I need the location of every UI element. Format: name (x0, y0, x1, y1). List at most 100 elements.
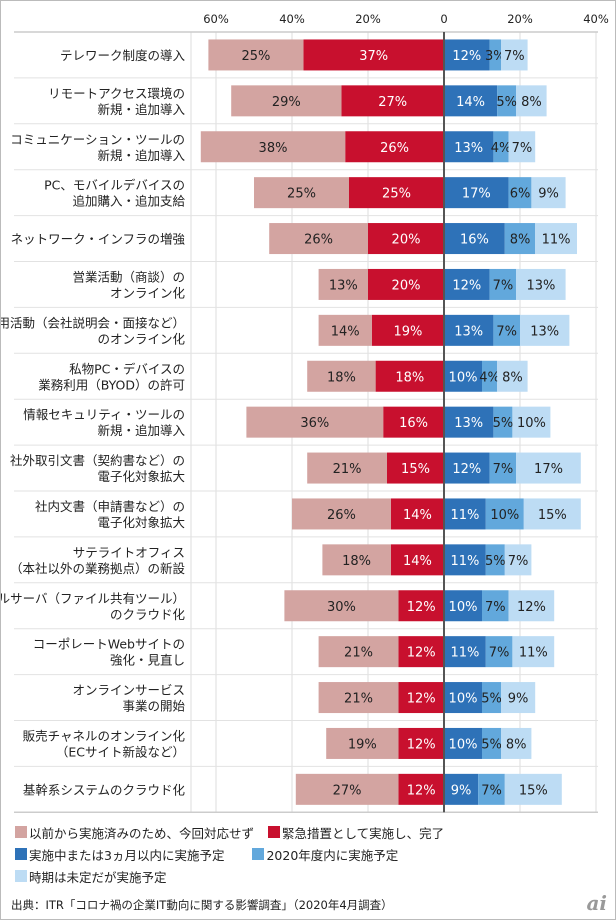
bar-segment (208, 39, 304, 71)
data-label: 25% (241, 49, 270, 64)
bar-segment (482, 590, 509, 622)
axis-tick-label: 40% (583, 12, 609, 26)
data-label: 12% (452, 49, 481, 64)
bar-segment (482, 682, 501, 714)
data-label: 10% (517, 416, 546, 431)
data-label: 25% (382, 187, 411, 202)
data-label: 21% (333, 462, 362, 477)
data-label: 20% (392, 278, 421, 293)
bar-segment (398, 727, 444, 759)
legend-item: 実施中または3ヵ月以内に実施予定 (15, 845, 224, 864)
category-label: のオンライン化 (97, 331, 185, 346)
data-label: 11% (450, 646, 479, 661)
bar-segment (504, 773, 562, 805)
bar-segment (444, 682, 482, 714)
data-label: 12% (407, 783, 436, 798)
data-label: 6% (510, 187, 531, 202)
data-label: 12% (452, 278, 481, 293)
data-label: 26% (380, 141, 409, 156)
bar-segment (390, 544, 444, 576)
data-label: 18% (327, 370, 356, 385)
data-label: 7% (493, 462, 514, 477)
bar-segment (303, 39, 444, 71)
data-label: 26% (304, 233, 333, 248)
category-label: 電子化対象拡大 (97, 469, 185, 484)
data-label: 29% (272, 95, 301, 110)
data-label: 5% (496, 95, 517, 110)
data-label: 18% (395, 370, 424, 385)
data-label: 12% (407, 737, 436, 752)
bar-segment (493, 406, 513, 438)
data-label: 5% (481, 737, 502, 752)
data-label: 11% (519, 646, 548, 661)
bar-segment (398, 590, 444, 622)
data-label: 4% (491, 141, 512, 156)
bar-segment (284, 590, 399, 622)
data-label: 9% (538, 187, 559, 202)
bar-segment (485, 498, 524, 530)
legend-swatch (15, 848, 27, 860)
legend-item: 2020年度内に実施予定 (252, 845, 398, 864)
bar-segment (444, 727, 482, 759)
category-label: 新規・追加導入 (97, 102, 185, 117)
legend-label: 実施中または3ヵ月以内に実施予定 (29, 847, 225, 863)
data-label: 4% (479, 370, 500, 385)
data-label: 11% (450, 554, 479, 569)
bar-segment (493, 314, 520, 346)
data-label: 12% (517, 600, 546, 615)
category-label: ファイルサーバ（ファイル共有ツール） (1, 591, 185, 606)
source-note: 出典：ITR「コロナ禍の企業IT動向に関する影響調査」（2020年4月調査） (11, 898, 393, 912)
bar-segment (307, 360, 376, 392)
legend-swatch (252, 848, 265, 860)
data-label: 13% (454, 416, 483, 431)
category-label: ネットワーク・インフラの増強 (11, 232, 186, 247)
data-label: 10% (490, 508, 519, 523)
data-label: 30% (327, 600, 356, 615)
category-label: （ECサイト新設など） (56, 744, 185, 759)
category-label: 社内文書（申請書など）の (35, 499, 185, 514)
bar-segment (398, 682, 444, 714)
legend-item: 緊急措置として実施し、完了 (268, 823, 444, 842)
axis-tick-label: 0 (440, 12, 447, 26)
data-label: 20% (392, 233, 421, 248)
data-label: 10% (449, 370, 478, 385)
data-label: 10% (449, 692, 478, 707)
data-label: 13% (454, 324, 483, 339)
bar-segment (318, 268, 368, 300)
bar-segment (398, 636, 444, 668)
category-label: 業務利用（BYOD）の許可 (38, 377, 185, 392)
data-label: 21% (344, 646, 373, 661)
legend-swatch (15, 870, 27, 882)
bar-segment (493, 131, 509, 163)
data-label: 7% (489, 646, 510, 661)
data-label: 12% (452, 462, 481, 477)
data-label: 7% (504, 49, 525, 64)
legend-swatch (15, 826, 27, 838)
data-label: 13% (526, 278, 555, 293)
bar-segment (489, 268, 517, 300)
data-label: 16% (399, 416, 428, 431)
legend-swatch (268, 826, 281, 838)
data-label: 15% (538, 508, 567, 523)
bar-segment (383, 406, 444, 438)
category-label: 情報セキュリティ・ツールの (23, 407, 185, 422)
bar-segment (318, 682, 399, 714)
category-label: 私物PC・デバイスの (69, 361, 185, 376)
category-label: 事業の開始 (122, 699, 185, 714)
bar-segment (485, 544, 505, 576)
diverging-bar-chart: 60% 40% 20% 0 20% 40%テレワーク制度の導入 37%25% 12% 3%7%リ… (1, 12, 609, 814)
bar-segment (444, 544, 486, 576)
bar-segment (531, 177, 566, 209)
category-label: 新規・追加導入 (97, 148, 185, 163)
category-label: 営業活動（商談）の (72, 269, 185, 284)
data-label: 13% (329, 278, 358, 293)
category-label: 新規・追加導入 (97, 423, 185, 438)
bar-segment (307, 452, 387, 484)
bar-segment (444, 39, 490, 71)
bar-segment (535, 223, 577, 255)
data-label: 38% (259, 141, 288, 156)
bar-segment (322, 544, 391, 576)
data-label: 27% (378, 95, 407, 110)
data-label: 13% (454, 141, 483, 156)
